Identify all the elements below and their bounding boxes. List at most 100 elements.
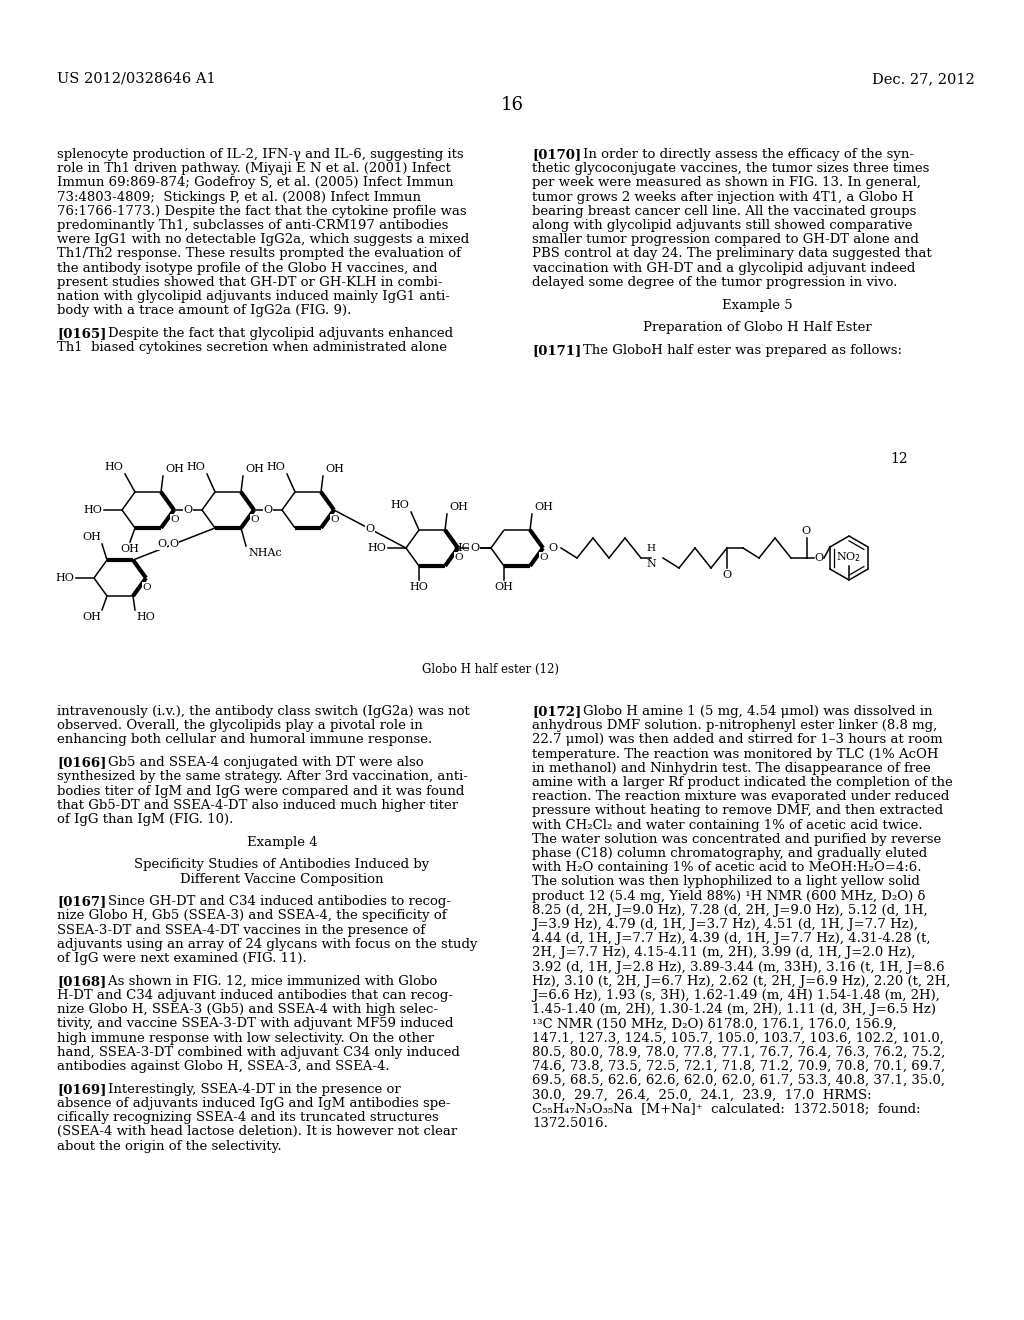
Text: antibodies against Globo H, SSEA-3, and SSEA-4.: antibodies against Globo H, SSEA-3, and … bbox=[57, 1060, 389, 1073]
Text: Specificity Studies of Antibodies Induced by: Specificity Studies of Antibodies Induce… bbox=[134, 858, 430, 871]
Text: [0171]: [0171] bbox=[532, 345, 582, 356]
Text: SSEA-3-DT and SSEA-4-DT vaccines in the presence of: SSEA-3-DT and SSEA-4-DT vaccines in the … bbox=[57, 924, 425, 937]
Text: of IgG than IgM (FIG. 10).: of IgG than IgM (FIG. 10). bbox=[57, 813, 233, 826]
Text: anhydrous DMF solution. p-nitrophenyl ester linker (8.8 mg,: anhydrous DMF solution. p-nitrophenyl es… bbox=[532, 719, 937, 733]
Text: cifically recognizing SSEA-4 and its truncated structures: cifically recognizing SSEA-4 and its tru… bbox=[57, 1111, 438, 1125]
Text: C₅₅H₄₇N₃O₃₅Na  [M+Na]⁺  calculated:  1372.5018;  found:: C₅₅H₄₇N₃O₃₅Na [M+Na]⁺ calculated: 1372.5… bbox=[532, 1102, 921, 1115]
Text: about the origin of the selectivity.: about the origin of the selectivity. bbox=[57, 1139, 282, 1152]
Text: OH: OH bbox=[82, 532, 101, 543]
Text: OH: OH bbox=[495, 582, 513, 591]
Text: reaction. The reaction mixture was evaporated under reduced: reaction. The reaction mixture was evapo… bbox=[532, 791, 949, 803]
Text: In order to directly assess the efficacy of the syn-: In order to directly assess the efficacy… bbox=[565, 148, 913, 161]
Text: tumor grows 2 weeks after injection with 4T1, a Globo H: tumor grows 2 weeks after injection with… bbox=[532, 190, 913, 203]
Text: 147.1, 127.3, 124.5, 105.7, 105.0, 103.7, 103.6, 102.2, 101.0,: 147.1, 127.3, 124.5, 105.7, 105.0, 103.7… bbox=[532, 1032, 944, 1044]
Text: O: O bbox=[549, 543, 557, 553]
Text: 30.0,  29.7,  26.4,  25.0,  24.1,  23.9,  17.0  HRMS:: 30.0, 29.7, 26.4, 25.0, 24.1, 23.9, 17.0… bbox=[532, 1089, 871, 1101]
Text: OH: OH bbox=[165, 465, 184, 474]
Text: O: O bbox=[723, 570, 731, 579]
Text: The water solution was concentrated and purified by reverse: The water solution was concentrated and … bbox=[532, 833, 941, 846]
Text: HO: HO bbox=[410, 582, 428, 591]
Text: O: O bbox=[814, 553, 823, 564]
Text: pressure without heating to remove DMF, and then extracted: pressure without heating to remove DMF, … bbox=[532, 804, 943, 817]
Text: adjuvants using an array of 24 glycans with focus on the study: adjuvants using an array of 24 glycans w… bbox=[57, 939, 477, 950]
Text: predominantly Th1, subclasses of anti-CRM197 antibodies: predominantly Th1, subclasses of anti-CR… bbox=[57, 219, 449, 232]
Text: HO: HO bbox=[83, 506, 102, 515]
Text: 12: 12 bbox=[890, 451, 907, 466]
Text: Gb5 and SSEA-4 conjugated with DT were also: Gb5 and SSEA-4 conjugated with DT were a… bbox=[90, 756, 423, 770]
Text: [0168]: [0168] bbox=[57, 974, 106, 987]
Text: OH: OH bbox=[121, 544, 139, 554]
Text: of IgG were next examined (FIG. 11).: of IgG were next examined (FIG. 11). bbox=[57, 952, 307, 965]
Text: J=3.9 Hz), 4.79 (d, 1H, J=3.7 Hz), 4.51 (d, 1H, J=7.7 Hz),: J=3.9 Hz), 4.79 (d, 1H, J=3.7 Hz), 4.51 … bbox=[532, 917, 918, 931]
Text: 22.7 μmol) was then added and stirred for 1–3 hours at room: 22.7 μmol) was then added and stirred fo… bbox=[532, 734, 943, 746]
Text: 2H, J=7.7 Hz), 4.15-4.11 (m, 2H), 3.99 (d, 1H, J=2.0 Hz),: 2H, J=7.7 Hz), 4.15-4.11 (m, 2H), 3.99 (… bbox=[532, 946, 915, 960]
Text: O: O bbox=[171, 515, 179, 524]
Text: nize Globo H, Gb5 (SSEA-3) and SSEA-4, the specificity of: nize Globo H, Gb5 (SSEA-3) and SSEA-4, t… bbox=[57, 909, 446, 923]
Text: OH: OH bbox=[534, 502, 553, 512]
Text: amine with a larger Rf product indicated the completion of the: amine with a larger Rf product indicated… bbox=[532, 776, 952, 789]
Text: O: O bbox=[540, 553, 548, 561]
Text: 69.5, 68.5, 62.6, 62.6, 62.0, 62.0, 61.7, 53.3, 40.8, 37.1, 35.0,: 69.5, 68.5, 62.6, 62.6, 62.0, 62.0, 61.7… bbox=[532, 1074, 945, 1088]
Text: body with a trace amount of IgG2a (FIG. 9).: body with a trace amount of IgG2a (FIG. … bbox=[57, 304, 351, 317]
Text: 3.92 (d, 1H, J=2.8 Hz), 3.89-3.44 (m, 33H), 3.16 (t, 1H, J=8.6: 3.92 (d, 1H, J=2.8 Hz), 3.89-3.44 (m, 33… bbox=[532, 961, 944, 974]
Text: ¹³C NMR (150 MHz, D₂O) δ178.0, 176.1, 176.0, 156.9,: ¹³C NMR (150 MHz, D₂O) δ178.0, 176.1, 17… bbox=[532, 1018, 897, 1031]
Text: present studies showed that GH-DT or GH-KLH in combi-: present studies showed that GH-DT or GH-… bbox=[57, 276, 442, 289]
Text: 16: 16 bbox=[501, 96, 523, 114]
Text: phase (C18) column chromatography, and gradually eluted: phase (C18) column chromatography, and g… bbox=[532, 847, 928, 861]
Text: OH: OH bbox=[245, 465, 264, 474]
Text: HO: HO bbox=[104, 462, 123, 473]
Text: H: H bbox=[646, 544, 655, 553]
Text: delayed some degree of the tumor progression in vivo.: delayed some degree of the tumor progres… bbox=[532, 276, 897, 289]
Text: 80.5, 80.0, 78.9, 78.0, 77.8, 77.1, 76.7, 76.4, 76.3, 76.2, 75.2,: 80.5, 80.0, 78.9, 78.0, 77.8, 77.1, 76.7… bbox=[532, 1045, 945, 1059]
Text: product 12 (5.4 mg, Yield 88%) ¹H NMR (600 MHz, D₂O) δ: product 12 (5.4 mg, Yield 88%) ¹H NMR (6… bbox=[532, 890, 926, 903]
Text: intravenously (i.v.), the antibody class switch (IgG2a) was not: intravenously (i.v.), the antibody class… bbox=[57, 705, 470, 718]
Text: NO$_2$: NO$_2$ bbox=[837, 550, 861, 564]
Text: Dec. 27, 2012: Dec. 27, 2012 bbox=[872, 73, 975, 86]
Text: 76:1766-1773.) Despite the fact that the cytokine profile was: 76:1766-1773.) Despite the fact that the… bbox=[57, 205, 467, 218]
Text: bodies titer of IgM and IgG were compared and it was found: bodies titer of IgM and IgG were compare… bbox=[57, 784, 464, 797]
Text: 1.45-1.40 (m, 2H), 1.30-1.24 (m, 2H), 1.11 (d, 3H, J=6.5 Hz): 1.45-1.40 (m, 2H), 1.30-1.24 (m, 2H), 1.… bbox=[532, 1003, 936, 1016]
Text: J=6.6 Hz), 1.93 (s, 3H), 1.62-1.49 (m, 4H) 1.54-1.48 (m, 2H),: J=6.6 Hz), 1.93 (s, 3H), 1.62-1.49 (m, 4… bbox=[532, 989, 940, 1002]
Text: Example 5: Example 5 bbox=[722, 298, 793, 312]
Text: were IgG1 with no detectable IgG2a, which suggests a mixed: were IgG1 with no detectable IgG2a, whic… bbox=[57, 234, 469, 247]
Text: [0169]: [0169] bbox=[57, 1082, 106, 1096]
Text: thetic glycoconjugate vaccines, the tumor sizes three times: thetic glycoconjugate vaccines, the tumo… bbox=[532, 162, 930, 176]
Text: HO: HO bbox=[368, 543, 386, 553]
Text: O: O bbox=[158, 539, 167, 549]
Text: high immune response with low selectivity. On the other: high immune response with low selectivit… bbox=[57, 1032, 434, 1044]
Text: H-DT and C34 adjuvant induced antibodies that can recog-: H-DT and C34 adjuvant induced antibodies… bbox=[57, 989, 453, 1002]
Text: [0165]: [0165] bbox=[57, 327, 106, 341]
Text: Example 4: Example 4 bbox=[247, 836, 317, 849]
Text: PBS control at day 24. The preliminary data suggested that: PBS control at day 24. The preliminary d… bbox=[532, 247, 932, 260]
Text: HO: HO bbox=[136, 612, 155, 622]
Text: (SSEA-4 with head lactose deletion). It is however not clear: (SSEA-4 with head lactose deletion). It … bbox=[57, 1126, 458, 1138]
Text: US 2012/0328646 A1: US 2012/0328646 A1 bbox=[57, 73, 216, 86]
Text: [0170]: [0170] bbox=[532, 148, 582, 161]
Text: HO: HO bbox=[390, 500, 409, 510]
Text: synthesized by the same strategy. After 3rd vaccination, anti-: synthesized by the same strategy. After … bbox=[57, 771, 468, 783]
Text: NHAc: NHAc bbox=[248, 548, 282, 558]
Text: absence of adjuvants induced IgG and IgM antibodies spe-: absence of adjuvants induced IgG and IgM… bbox=[57, 1097, 451, 1110]
Text: enhancing both cellular and humoral immune response.: enhancing both cellular and humoral immu… bbox=[57, 734, 432, 746]
Text: O: O bbox=[142, 582, 152, 591]
Text: with H₂O containing 1% of acetic acid to MeOH:H₂O=4:6.: with H₂O containing 1% of acetic acid to… bbox=[532, 861, 922, 874]
Text: 4.44 (d, 1H, J=7.7 Hz), 4.39 (d, 1H, J=7.7 Hz), 4.31-4.28 (t,: 4.44 (d, 1H, J=7.7 Hz), 4.39 (d, 1H, J=7… bbox=[532, 932, 931, 945]
Text: 74.6, 73.8, 73.5, 72.5, 72.1, 71.8, 71.2, 70.9, 70.8, 70.1, 69.7,: 74.6, 73.8, 73.5, 72.5, 72.1, 71.8, 71.2… bbox=[532, 1060, 945, 1073]
Text: N: N bbox=[646, 558, 656, 569]
Text: OH: OH bbox=[325, 465, 344, 474]
Text: The solution was then lyphophilized to a light yellow solid: The solution was then lyphophilized to a… bbox=[532, 875, 920, 888]
Text: As shown in FIG. 12, mice immunized with Globo: As shown in FIG. 12, mice immunized with… bbox=[90, 974, 437, 987]
Text: in methanol) and Ninhydrin test. The disappearance of free: in methanol) and Ninhydrin test. The dis… bbox=[532, 762, 931, 775]
Text: that Gb5-DT and SSEA-4-DT also induced much higher titer: that Gb5-DT and SSEA-4-DT also induced m… bbox=[57, 799, 458, 812]
Text: 1372.5016.: 1372.5016. bbox=[532, 1117, 608, 1130]
Text: O: O bbox=[802, 525, 811, 536]
Text: O: O bbox=[331, 515, 339, 524]
Text: per week were measured as shown in FIG. 13. In general,: per week were measured as shown in FIG. … bbox=[532, 177, 921, 189]
Text: Hz), 3.10 (t, 2H, J=6.7 Hz), 2.62 (t, 2H, J=6.9 Hz), 2.20 (t, 2H,: Hz), 3.10 (t, 2H, J=6.7 Hz), 2.62 (t, 2H… bbox=[532, 974, 950, 987]
Text: HO: HO bbox=[55, 573, 74, 583]
Text: [0166]: [0166] bbox=[57, 756, 106, 770]
Text: nize Globo H, SSEA-3 (Gb5) and SSEA-4 with high selec-: nize Globo H, SSEA-3 (Gb5) and SSEA-4 wi… bbox=[57, 1003, 438, 1016]
Text: Preparation of Globo H Half Ester: Preparation of Globo H Half Ester bbox=[643, 321, 871, 334]
Text: with CH₂Cl₂ and water containing 1% of acetic acid twice.: with CH₂Cl₂ and water containing 1% of a… bbox=[532, 818, 923, 832]
Text: splenocyte production of IL-2, IFN-γ and IL-6, suggesting its: splenocyte production of IL-2, IFN-γ and… bbox=[57, 148, 464, 161]
